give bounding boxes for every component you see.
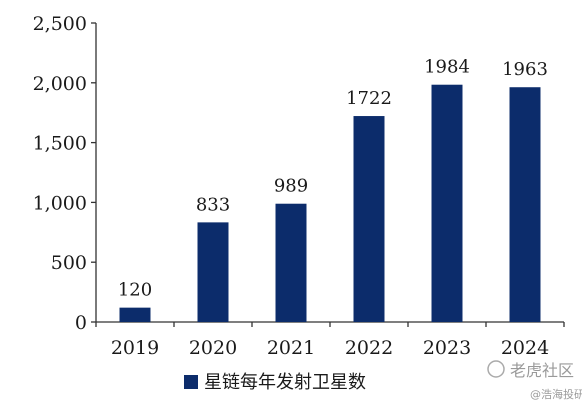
x-tick-label: 2020 [189, 337, 237, 359]
watermark-logo-icon [487, 360, 505, 378]
bar [275, 203, 307, 322]
bar [353, 116, 385, 322]
legend: 星链每年发射卫星数 [184, 372, 366, 393]
x-tick-label: 2022 [345, 337, 393, 359]
y-tick-label: 500 [51, 252, 87, 274]
data-label: 989 [274, 176, 308, 197]
x-tick-label: 2021 [267, 337, 315, 359]
y-tick-label: 1,000 [33, 192, 87, 214]
watermark-handle: @浩海投研 [530, 387, 582, 401]
y-tick-label: 2,500 [33, 13, 87, 35]
x-tick-label: 2023 [423, 337, 471, 359]
x-tick-label: 2024 [501, 337, 549, 359]
data-label: 1722 [346, 88, 392, 109]
watermark-title: 老虎社区 [510, 361, 574, 380]
y-tick-label: 1,500 [33, 133, 87, 155]
legend-swatch [184, 375, 198, 389]
x-tick-label: 2019 [111, 337, 159, 359]
data-label: 1963 [502, 59, 548, 80]
bars [119, 84, 541, 323]
y-tick-label: 2,000 [33, 73, 87, 95]
data-label: 120 [118, 280, 152, 301]
bar [431, 84, 463, 323]
data-labels: 120 833 989 1722 1984 1963 [118, 57, 548, 301]
bar [509, 87, 541, 323]
bar [119, 307, 151, 322]
y-tick-label: 0 [75, 312, 87, 334]
data-label: 833 [196, 194, 230, 215]
x-axis: 2019 2020 2021 2022 2023 2024 [95, 321, 565, 359]
data-label: 1984 [424, 57, 470, 78]
bar [197, 222, 229, 322]
watermark: 老虎社区 @浩海投研 [487, 360, 582, 401]
legend-label: 星链每年发射卫星数 [204, 372, 366, 393]
y-axis: 0 500 1,000 1,500 2,000 2,500 [33, 13, 97, 334]
